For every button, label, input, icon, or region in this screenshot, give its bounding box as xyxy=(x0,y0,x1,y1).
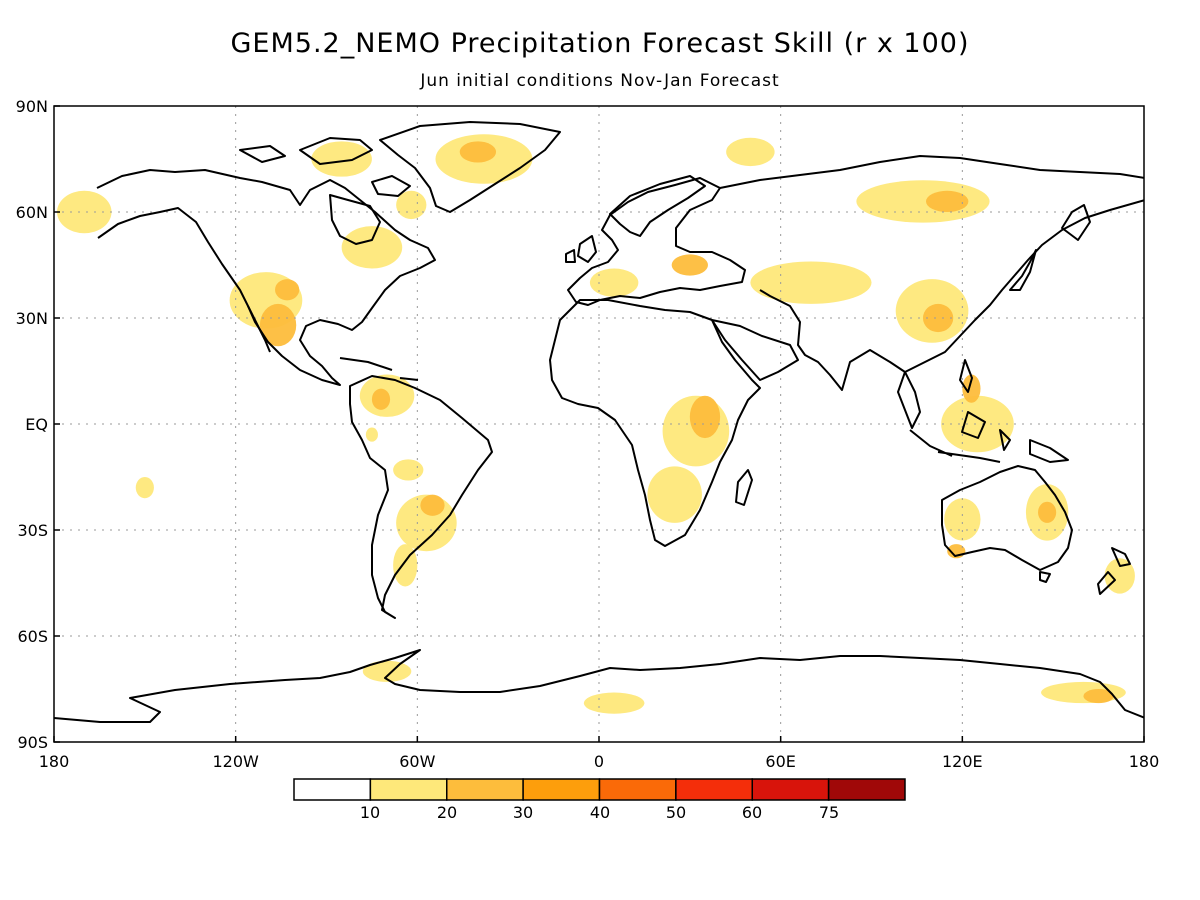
lat-label-30N: 30N xyxy=(16,309,48,328)
lon-label-0: 0 xyxy=(594,752,604,771)
coastline-australia xyxy=(941,465,1073,571)
skill-shading-layer xyxy=(57,134,1135,714)
figure-title: GEM5.2_NEMO Precipitation Forecast Skill… xyxy=(231,28,970,59)
figure-subtitle: Jun initial conditions Nov-Jan Forecast xyxy=(419,71,779,91)
skill-region-colombia xyxy=(371,388,391,410)
skill-region-mexico-north xyxy=(275,279,300,301)
lon-label-120W: 120W xyxy=(212,752,259,771)
colorbar-label-20: 20 xyxy=(437,803,457,822)
lat-label-30S: 30S xyxy=(17,521,48,540)
lat-label-60S: 60S xyxy=(17,627,48,646)
coastline-philippines xyxy=(959,359,973,393)
skill-region-peru xyxy=(365,427,378,442)
lat-label-90N: 90N xyxy=(16,97,48,116)
colorbar-label-30: 30 xyxy=(513,803,533,822)
coastline-europe xyxy=(567,177,746,306)
skill-region-philippines xyxy=(962,374,981,403)
skill-region-central-pacific xyxy=(135,477,154,499)
skill-region-ross-sea-core xyxy=(1083,689,1114,704)
colorbar-swatch-7 xyxy=(827,778,906,801)
coastline-scandinavia xyxy=(609,175,706,237)
colorbar-swatch-1 xyxy=(369,778,448,801)
skill-region-amazon-south xyxy=(393,459,424,481)
skill-region-siberia xyxy=(856,180,990,223)
lat-label-60N: 60N xyxy=(16,203,48,222)
lon-label-180: 180 xyxy=(39,752,70,771)
colorbar-label-50: 50 xyxy=(666,803,686,822)
skill-region-greenland-core xyxy=(459,141,497,163)
colorbar-label-75: 75 xyxy=(819,803,839,822)
lat-label-EQ: EQ xyxy=(25,415,48,434)
skill-region-maritime-continent xyxy=(941,395,1014,453)
coastline-africa xyxy=(549,299,761,547)
coastline-canadian-islands xyxy=(239,137,411,197)
colorbar-swatch-2 xyxy=(446,778,524,801)
coastline-madagascar xyxy=(735,469,753,506)
colorbar-swatch-3 xyxy=(522,778,601,801)
skill-region-siberia-core xyxy=(926,190,969,212)
lon-label-120E: 120E xyxy=(942,752,983,771)
coastline-indochina xyxy=(897,371,921,429)
coastline-asia xyxy=(719,155,1144,391)
colorbar-label-40: 40 xyxy=(590,803,610,822)
skill-region-mexico xyxy=(259,303,297,347)
coastline-uk-ireland xyxy=(565,235,597,263)
coastline-baja xyxy=(247,305,271,353)
coastline-indonesia xyxy=(909,411,1069,463)
skill-region-central-asia xyxy=(750,261,872,304)
skill-region-black-sea xyxy=(671,254,708,276)
colorbar-swatch-4 xyxy=(598,778,677,801)
coastline-kamchatka xyxy=(1061,204,1091,241)
skill-region-east-africa-core xyxy=(689,395,721,439)
coastlines-layer xyxy=(54,121,1144,723)
coastline-caribbean xyxy=(339,357,419,381)
colorbar-label-10: 10 xyxy=(360,803,380,822)
lon-label-180: 180 xyxy=(1129,752,1160,771)
colorbar-swatch-5 xyxy=(675,778,753,801)
coastline-tasmania xyxy=(1039,571,1051,583)
skill-region-ross-sea xyxy=(1041,681,1126,704)
coastline-arabia xyxy=(711,319,799,381)
colorbar-swatch-0 xyxy=(293,778,372,801)
colorbar-label-60: 60 xyxy=(742,803,762,822)
coastline-new-zealand xyxy=(1097,547,1131,595)
skill-region-hudson xyxy=(396,190,427,220)
colorbar: 10 20 30 40 50 60 75 xyxy=(293,778,906,822)
skill-region-northeast-us xyxy=(341,226,403,269)
skill-region-north-russia xyxy=(726,137,775,167)
skill-region-new-zealand xyxy=(1104,558,1135,594)
skill-region-southern-africa xyxy=(647,466,702,523)
lon-label-60W: 60W xyxy=(399,752,435,771)
skill-region-west-australia xyxy=(944,498,981,541)
coastline-north-america xyxy=(96,169,436,386)
coastline-greenland xyxy=(379,121,561,213)
skill-region-southern-brazil-core xyxy=(420,494,445,516)
skill-region-china-core xyxy=(922,303,954,333)
lon-label-60E: 60E xyxy=(765,752,795,771)
lat-label-90S: 90S xyxy=(17,733,48,752)
graticule-layer xyxy=(54,106,1144,742)
skill-region-canadian-arctic xyxy=(311,141,372,177)
coastline-south-america xyxy=(349,375,493,619)
coastline-hudson-bay xyxy=(329,194,381,245)
skill-region-east-antarctica xyxy=(583,692,645,714)
coastline-antarctica xyxy=(54,649,1144,723)
skill-region-alaska-west xyxy=(57,190,112,234)
skill-region-mediterranean xyxy=(589,268,639,297)
coastline-japan xyxy=(1009,249,1037,291)
colorbar-swatch-6 xyxy=(751,778,830,801)
skill-region-east-australia-core xyxy=(1038,501,1057,523)
